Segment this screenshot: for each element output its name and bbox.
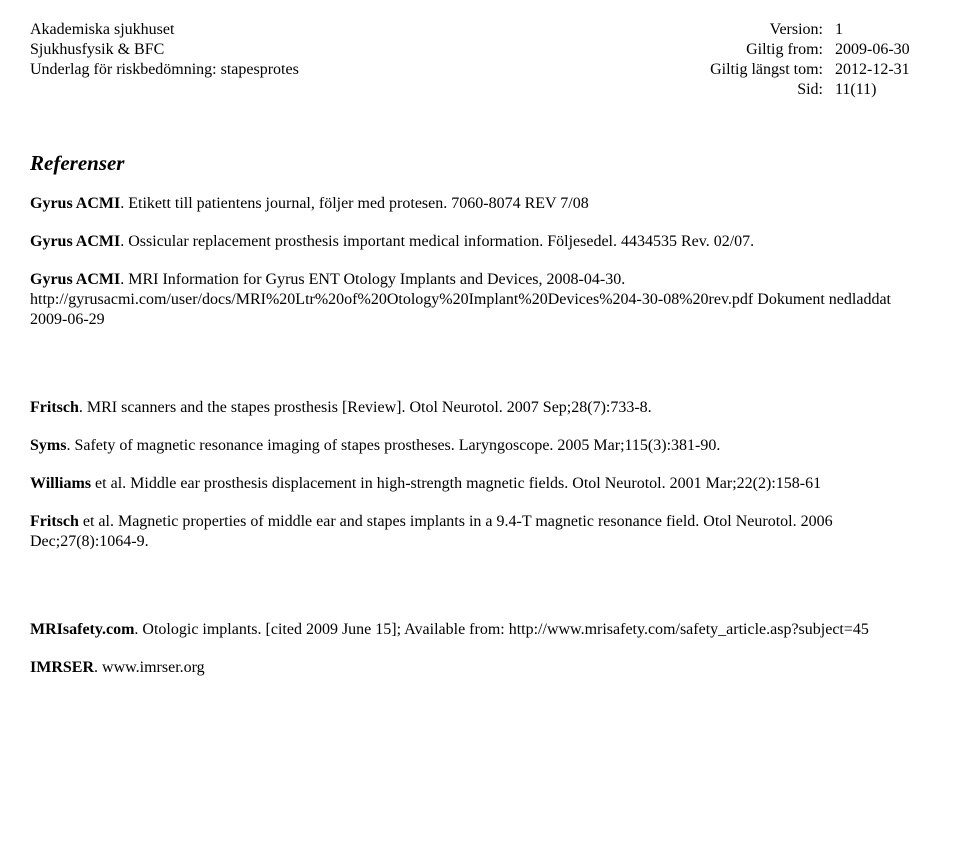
header-dept: Sjukhusfysik & BFC (30, 40, 299, 60)
reference-text: . Otologic implants. [cited 2009 June 15… (134, 621, 868, 638)
header-left: Akademiska sjukhuset Sjukhusfysik & BFC … (30, 20, 299, 100)
reference-author: Fritsch (30, 513, 79, 530)
header-valid-to-row: Giltig längst tom: 2012-12-31 (710, 60, 930, 80)
reference-entry: Gyrus ACMI. MRI Information for Gyrus EN… (30, 270, 930, 330)
header-valid-from-label: Giltig from: (746, 40, 823, 60)
header-valid-to-label: Giltig längst tom: (710, 60, 823, 80)
header-version-value: 1 (835, 20, 930, 40)
header-page-label: Sid: (797, 80, 823, 100)
document-header: Akademiska sjukhuset Sjukhusfysik & BFC … (30, 20, 930, 100)
reference-author: Williams (30, 475, 91, 492)
spacer (30, 348, 930, 398)
reference-text: et al. Middle ear prosthesis displacemen… (91, 475, 821, 492)
reference-author: Gyrus ACMI (30, 271, 120, 288)
header-page-row: Sid: 11(11) (797, 80, 930, 100)
reference-author: Syms (30, 437, 66, 454)
header-valid-from-row: Giltig from: 2009-06-30 (746, 40, 930, 60)
section-title-referenser: Referenser (30, 150, 930, 176)
reference-text: . Etikett till patientens journal, följe… (120, 195, 589, 212)
reference-author: MRIsafety.com (30, 621, 134, 638)
header-doc-title: Underlag för riskbedömning: stapesprotes (30, 60, 299, 80)
reference-entry: MRIsafety.com. Otologic implants. [cited… (30, 620, 930, 640)
reference-entry: Gyrus ACMI. Ossicular replacement prosth… (30, 232, 930, 252)
reference-entry: Syms. Safety of magnetic resonance imagi… (30, 436, 930, 456)
reference-text: . www.imrser.org (94, 659, 205, 676)
reference-text: . MRI scanners and the stapes prosthesis… (79, 399, 652, 416)
reference-entry: IMRSER. www.imrser.org (30, 658, 930, 678)
reference-text: . Safety of magnetic resonance imaging o… (66, 437, 720, 454)
header-org: Akademiska sjukhuset (30, 20, 299, 40)
spacer (30, 570, 930, 620)
reference-author: Fritsch (30, 399, 79, 416)
header-valid-to-value: 2012-12-31 (835, 60, 930, 80)
header-right: Version: 1 Giltig from: 2009-06-30 Gilti… (710, 20, 930, 100)
reference-entry: Williams et al. Middle ear prosthesis di… (30, 474, 930, 494)
header-valid-from-value: 2009-06-30 (835, 40, 930, 60)
reference-author: Gyrus ACMI (30, 195, 120, 212)
reference-entry: Fritsch. MRI scanners and the stapes pro… (30, 398, 930, 418)
header-version-row: Version: 1 (770, 20, 930, 40)
reference-entry: Fritsch et al. Magnetic properties of mi… (30, 512, 930, 552)
reference-author: IMRSER (30, 659, 94, 676)
reference-text: . Ossicular replacement prosthesis impor… (120, 233, 754, 250)
header-page-value: 11(11) (835, 80, 930, 100)
reference-text: . MRI Information for Gyrus ENT Otology … (30, 271, 891, 328)
reference-text: et al. Magnetic properties of middle ear… (30, 513, 833, 550)
reference-entry: Gyrus ACMI. Etikett till patientens jour… (30, 194, 930, 214)
header-version-label: Version: (770, 20, 823, 40)
reference-author: Gyrus ACMI (30, 233, 120, 250)
